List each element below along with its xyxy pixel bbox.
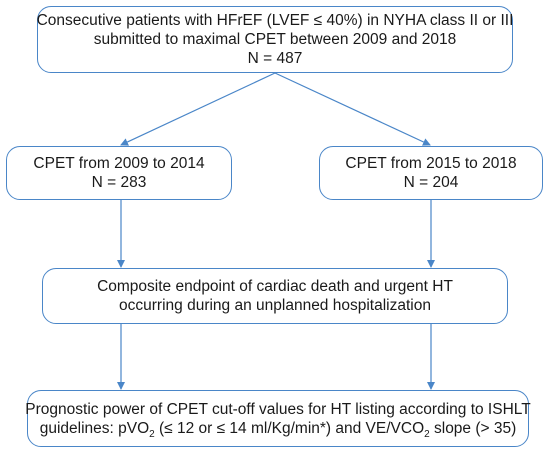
box-bottom-line2-b: (≤ 12 or ≤ 14 ml/Kg/min*) and VE/VCO [154,419,425,437]
arrow-top-to-left [120,72,276,146]
box-bottom-line2-a: guidelines: pVO [39,419,150,437]
box-mid-line1: Composite endpoint of cardiac death and … [97,278,453,295]
box-cohort-2015-2018: CPET from 2015 to 2018 N = 204 [319,146,543,200]
subscript-2: 2 [149,428,155,440]
box-bottom-line1: Prognostic power of CPET cut-off values … [25,400,531,418]
box-left-line2: N = 283 [91,174,147,191]
box-mid-line2: occurring during an unplanned hospitaliz… [119,297,431,314]
box-bottom-line2-c: slope (> 35) [429,419,517,437]
box-left-line1: CPET from 2009 to 2014 [33,155,205,172]
box-top-line2: submitted to maximal CPET between 2009 a… [93,31,457,48]
arrow-top-to-right [274,72,431,146]
box-right-line1: CPET from 2015 to 2018 [345,155,517,172]
box-top-line1: Consecutive patients with HFrEF (LVEF ≤ … [36,12,514,29]
box-composite-endpoint: Composite endpoint of cardiac death and … [42,268,508,324]
box-cohort-2009-2014: CPET from 2009 to 2014 N = 283 [6,146,232,200]
subscript-2: 2 [424,428,430,440]
box-bottom-line2: guidelines: pVO2 (≤ 12 or ≤ 14 ml/Kg/min… [39,419,517,440]
box-prognostic-power: Prognostic power of CPET cut-off values … [25,390,531,447]
box-study-population: Consecutive patients with HFrEF (LVEF ≤ … [37,6,513,73]
box-top-line3: N = 487 [247,50,303,67]
box-right-line2: N = 204 [403,174,459,191]
